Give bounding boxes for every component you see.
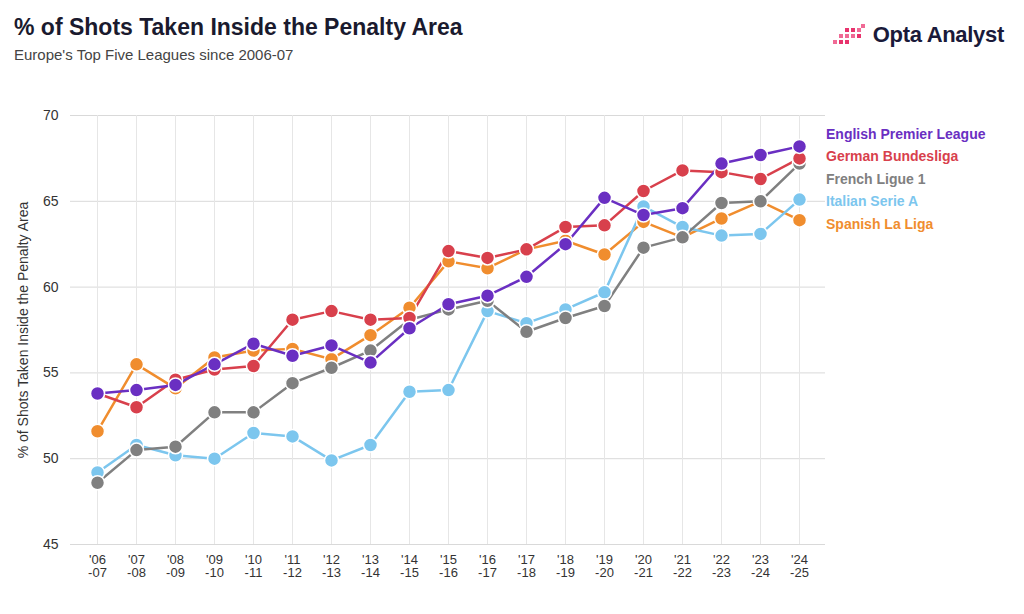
html-text:% of Shots Taken Inside the Pe: % of Shots Taken Inside the Penalty Area xyxy=(14,14,463,40)
svg-text:'17-18: '17-18 xyxy=(517,552,536,580)
svg-text:65: 65 xyxy=(43,193,59,209)
svg-text:'22-23: '22-23 xyxy=(712,552,731,580)
html-text:Spanish La Liga: Spanish La Liga xyxy=(826,215,934,232)
svg-text:'07-08: '07-08 xyxy=(127,552,146,580)
svg-text:'21-22: '21-22 xyxy=(673,552,692,580)
svg-text:'15-16: '15-16 xyxy=(439,552,458,580)
svg-text:'23-24: '23-24 xyxy=(751,552,770,580)
svg-text:'06-07: '06-07 xyxy=(88,552,107,580)
svg-text:'24-25: '24-25 xyxy=(790,552,809,580)
svg-text:55: 55 xyxy=(43,364,59,380)
html-text:Europe's Top Five Leagues sinc: Europe's Top Five Leagues since 2006-07 xyxy=(14,46,294,63)
html-text:French Ligue 1: French Ligue 1 xyxy=(826,170,926,187)
svg-text:50: 50 xyxy=(43,450,59,466)
html-text:German Bundesliga: German Bundesliga xyxy=(826,148,959,165)
svg-text:'11-12: '11-12 xyxy=(283,552,302,580)
svg-text:'12-13: '12-13 xyxy=(322,552,341,580)
svg-text:60: 60 xyxy=(43,279,59,295)
svg-text:% of Shots Taken Inside the Pe: % of Shots Taken Inside the Penalty Area xyxy=(15,202,31,459)
svg-text:'09-10: '09-10 xyxy=(205,552,224,580)
svg-text:'19-20: '19-20 xyxy=(595,552,614,580)
svg-text:'13-14: '13-14 xyxy=(361,552,380,580)
svg-text:'10-11: '10-11 xyxy=(245,552,263,580)
svg-text:'18-19: '18-19 xyxy=(556,552,575,580)
svg-text:45: 45 xyxy=(43,536,59,552)
svg-text:'08-09: '08-09 xyxy=(166,552,185,580)
svg-text:'16-17: '16-17 xyxy=(478,552,497,580)
svg-text:'20-21: '20-21 xyxy=(634,552,653,580)
svg-text:'14-15: '14-15 xyxy=(400,552,419,580)
html-text:English Premier League: English Premier League xyxy=(826,126,986,142)
svg-text:70: 70 xyxy=(43,107,59,123)
html-text:Italian Serie A: Italian Serie A xyxy=(826,193,919,210)
html-text:Opta Analyst: Opta Analyst xyxy=(872,22,1004,47)
